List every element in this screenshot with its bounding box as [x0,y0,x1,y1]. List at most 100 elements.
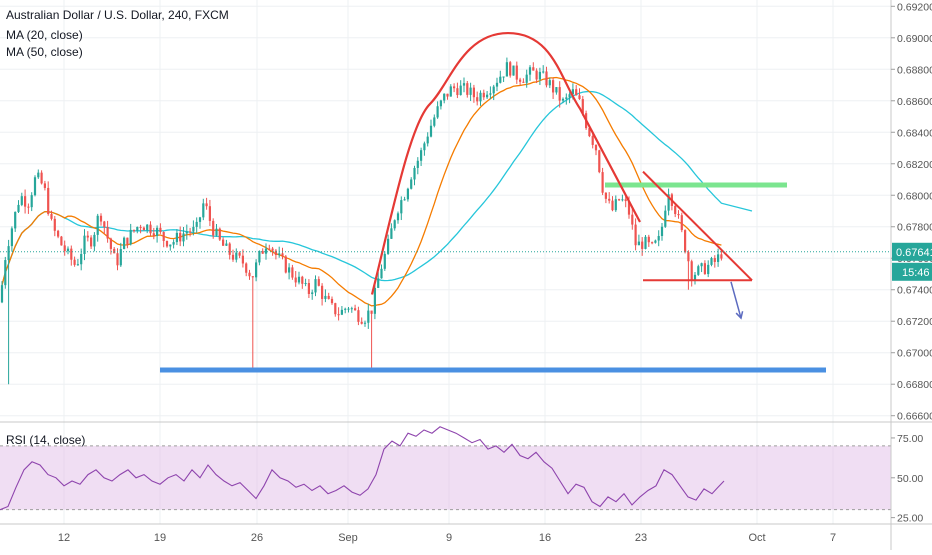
candle-body [542,71,545,73]
rsi-axis-label: 50.00 [897,473,923,485]
candle-body [83,235,86,255]
candle-body [109,238,112,249]
candle-body [657,235,660,241]
candle-body [274,250,277,256]
candle-body [601,172,604,193]
candle-body [525,74,528,83]
time-axis-label: Oct [748,532,765,544]
candle-body [297,276,301,283]
candle-body [261,251,264,254]
candle-body [426,136,429,144]
candle-body [4,260,7,286]
candle-body [677,214,680,216]
candle-body [446,93,449,97]
candle-body [651,242,654,244]
candle-body [647,236,650,243]
time-axis-label: 12 [58,532,70,544]
countdown-box [892,262,932,281]
candle-body [700,263,703,267]
candle-body [499,76,502,83]
ma20-path [1,76,722,307]
rounded-top-curve [370,31,641,295]
down-arrow-shaft [730,281,742,319]
candle-body [106,227,109,239]
candle-body [588,128,591,137]
candle-body [123,237,126,250]
candle-body [703,263,706,275]
candle-body [96,215,99,235]
candle-body [228,243,231,255]
price-axis-label: 0.67200 [897,316,932,328]
last-price-label: 0.67641 [896,247,932,259]
rsi-axis: 75.00 50.00 25.00 [891,433,923,525]
candle-body [482,92,485,98]
candle-body [198,217,202,222]
candle-body [205,203,208,207]
candle-body [495,82,499,87]
candle-body [363,322,367,324]
candle-body [367,310,370,323]
ma-20-legend[interactable]: MA (20, close) [6,28,83,42]
last-price-box[interactable] [892,242,932,261]
candle-body [0,285,4,303]
candle-body [258,251,261,263]
time-axis-label: 9 [446,532,452,544]
ma-50-legend[interactable]: MA (50, close) [6,45,83,59]
candle-body [314,279,317,293]
candle-body [218,228,221,240]
candle-body [634,224,637,246]
candle-body [149,224,152,234]
candle-body [545,71,548,86]
candle-body [406,188,409,200]
candle-body [627,201,631,215]
rsi-band [0,445,891,510]
candle-body [469,87,472,95]
candle-body [159,227,162,233]
candle-body [86,235,89,238]
candle-body [7,246,10,261]
candle-body [271,248,274,251]
price-axis-label: 0.67000 [897,348,932,360]
candle-body [73,259,76,265]
time-axis-label: 19 [154,532,166,544]
candle-body [10,228,13,247]
candle-body [420,150,423,161]
candle-body [195,221,198,227]
price-axis-label: 0.69000 [897,33,932,45]
candle-body [429,125,433,137]
ma-20-line [1,76,722,307]
candle-body [565,97,568,99]
candle-body [175,232,178,243]
candle-body [185,231,188,234]
price-axis-label: 0.66600 [897,411,932,423]
chart-title[interactable]: Australian Dollar / U.S. Dollar, 240, FX… [6,8,229,22]
candle-body [654,240,657,243]
candle-body [182,233,185,242]
candle-body [489,93,492,95]
candle-body [126,237,129,245]
candle-body [370,310,373,314]
rsi-legend[interactable]: RSI (14, close) [6,433,85,447]
price-axis-label: 0.68200 [897,159,932,171]
candle-body [162,232,165,241]
candle-body [360,321,363,324]
candle-body [132,229,136,231]
candle-body [222,239,225,246]
candle-body [324,295,327,299]
candle-body [354,308,357,311]
candle-body [413,167,416,180]
candle-body [436,106,439,118]
price-axis-label: 0.67800 [897,222,932,234]
candle-body [680,215,683,231]
candle-body [17,204,20,212]
candle-body [116,253,119,266]
candle-body [598,150,601,173]
candle-body [380,268,383,279]
candle-body [618,199,621,201]
candle-body [555,87,558,93]
candle-body [707,264,710,275]
candle-body [614,199,617,211]
candle-body [245,263,248,273]
countdown-label: 15:46 [902,267,930,279]
